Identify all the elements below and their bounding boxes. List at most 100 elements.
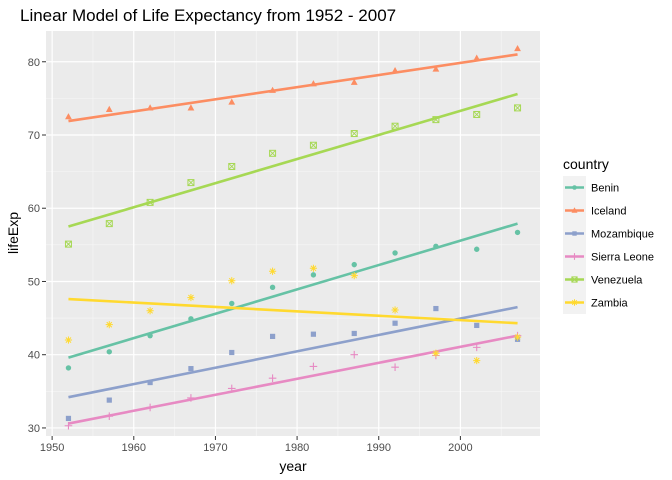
legend-key-marker — [571, 276, 578, 283]
point-mozambique — [474, 322, 480, 329]
x-tick-label: 1980 — [285, 442, 309, 454]
point-benin — [188, 316, 194, 322]
point-venezuela — [391, 122, 399, 130]
point-benin — [65, 365, 72, 371]
x-tick-label: 2000 — [448, 442, 472, 454]
y-tick-label: 40 — [28, 350, 40, 362]
legend: country Benin Iceland Mozambique Sierra Leo… — [563, 156, 654, 314]
point-mozambique — [147, 379, 153, 386]
point-benin — [514, 229, 521, 236]
legend-key-marker — [572, 185, 577, 190]
point-zambia — [309, 264, 318, 272]
legend-item-iceland: Iceland — [563, 199, 626, 222]
point-iceland — [432, 65, 440, 72]
legend-item-venezuela: Venezuela — [563, 268, 643, 291]
point-zambia — [513, 333, 522, 341]
legend-label: Zambia — [591, 298, 629, 310]
legend-key-marker — [571, 253, 578, 260]
fit-line-zambia — [68, 297, 518, 325]
point-iceland — [187, 104, 195, 111]
regression-lines — [68, 53, 518, 425]
point-zambia — [146, 307, 154, 315]
x-axis-title: year — [279, 458, 307, 474]
point-venezuela — [228, 162, 236, 170]
point-venezuela — [350, 130, 358, 138]
point-venezuela — [473, 110, 481, 118]
point-zambia — [350, 272, 358, 280]
point-iceland — [146, 104, 154, 111]
point-benin — [310, 272, 317, 278]
y-tick-label: 80 — [28, 57, 40, 69]
point-sierra-leone — [227, 384, 236, 393]
fit-line-mozambique — [68, 305, 518, 399]
legend-key-marker — [571, 299, 578, 306]
legend-label: Iceland — [591, 206, 626, 218]
point-mozambique — [310, 331, 317, 337]
point-sierra-leone — [350, 350, 359, 359]
legend-label: Mozambique — [591, 229, 654, 241]
point-venezuela — [105, 220, 113, 228]
y-tick-label: 70 — [28, 130, 40, 142]
point-benin — [147, 332, 153, 339]
x-axis-ticks: 1950 1960 1970 1980 1990 2000 — [40, 436, 473, 454]
fit-line-sierra-leone — [68, 334, 518, 425]
point-mozambique — [433, 305, 439, 312]
x-tick-label: 1950 — [40, 442, 64, 454]
point-benin — [474, 246, 480, 252]
fit-line-venezuela — [68, 92, 518, 228]
legend-item-mozambique: Mozambique — [563, 222, 654, 245]
point-benin — [269, 284, 276, 291]
point-iceland — [105, 105, 113, 112]
point-mozambique — [65, 415, 72, 422]
legend-title: country — [563, 156, 609, 172]
point-sierra-leone — [268, 374, 277, 382]
point-benin — [433, 243, 439, 250]
legend-item-benin: Benin — [563, 176, 619, 199]
point-zambia — [187, 293, 195, 302]
point-mozambique — [392, 320, 398, 326]
point-venezuela — [64, 240, 72, 248]
point-zambia — [268, 267, 277, 275]
point-sierra-leone — [64, 421, 73, 430]
point-benin — [229, 300, 235, 307]
point-iceland — [391, 66, 399, 74]
legend-key-marker — [572, 231, 577, 236]
legend-label: Benin — [591, 183, 619, 195]
point-venezuela — [187, 179, 195, 187]
legend-items: Benin Iceland Mozambique Sierra Leone Venezu… — [563, 176, 654, 314]
point-zambia — [228, 277, 236, 285]
y-tick-label: 60 — [28, 203, 40, 215]
legend-key-marker — [571, 207, 578, 213]
y-axis-ticks: 30 40 50 60 70 80 — [28, 57, 46, 435]
x-tick-label: 1990 — [366, 442, 390, 454]
point-iceland — [228, 98, 236, 105]
point-sierra-leone — [105, 412, 114, 421]
point-iceland — [65, 113, 72, 120]
point-mozambique — [188, 366, 194, 372]
point-zambia — [64, 336, 73, 344]
point-benin — [106, 349, 112, 355]
point-zambia — [432, 349, 440, 357]
point-sierra-leone — [472, 343, 481, 352]
y-tick-label: 30 — [28, 423, 40, 435]
point-sierra-leone — [391, 363, 399, 371]
point-benin — [392, 250, 398, 256]
point-sierra-leone — [187, 394, 195, 402]
y-tick-label: 50 — [28, 276, 40, 288]
point-iceland — [269, 86, 276, 93]
point-zambia — [105, 321, 113, 329]
point-mozambique — [229, 349, 235, 356]
point-benin — [351, 261, 357, 268]
point-venezuela — [432, 116, 440, 124]
plot-panel — [46, 31, 540, 436]
point-mozambique — [269, 333, 276, 339]
fit-line-benin — [68, 222, 518, 359]
point-venezuela — [514, 104, 522, 112]
point-iceland — [350, 78, 358, 85]
point-zambia — [473, 356, 481, 365]
point-sierra-leone — [309, 362, 318, 371]
point-venezuela — [146, 198, 154, 206]
point-iceland — [473, 54, 481, 61]
point-mozambique — [106, 397, 112, 403]
